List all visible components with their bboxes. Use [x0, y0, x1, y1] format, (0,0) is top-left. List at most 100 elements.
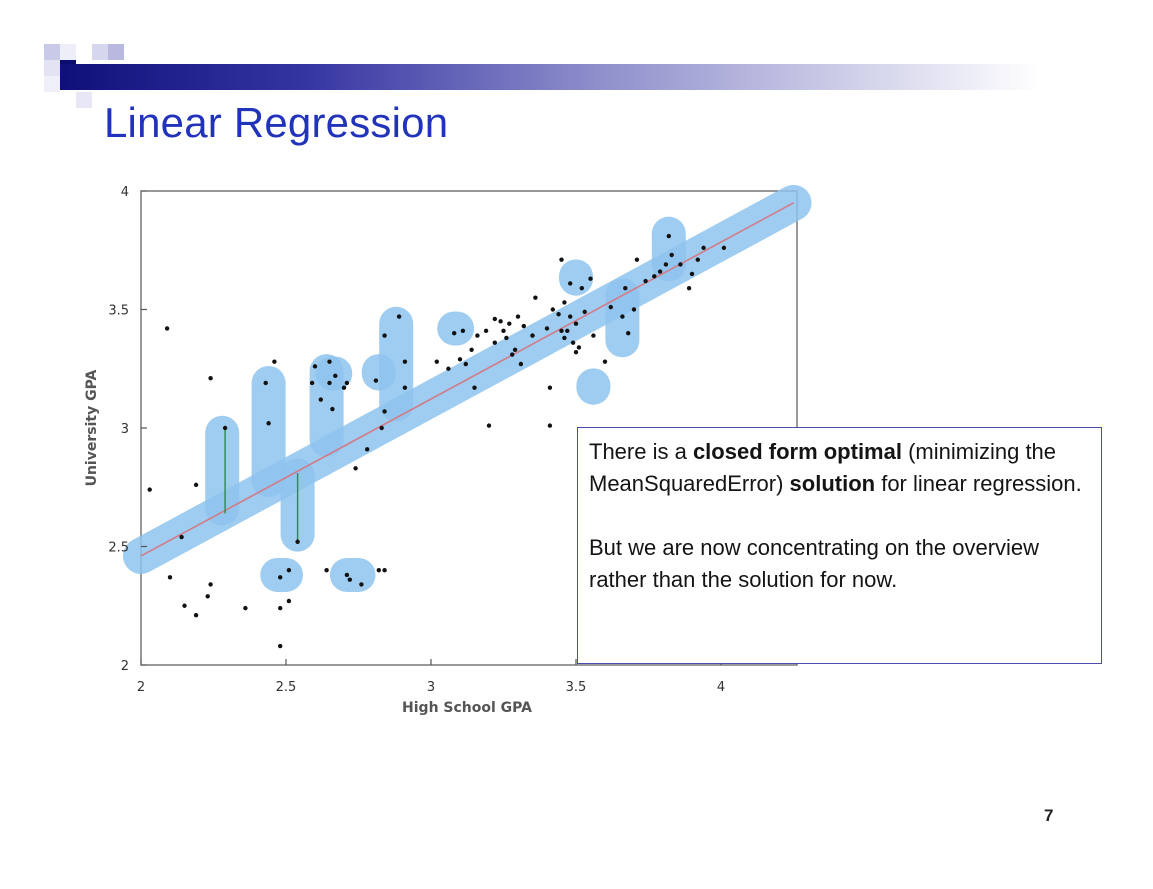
axes: 2 2.5 3 3.5 4 2 2.5 3 3.5 4: [108, 185, 725, 695]
y-tick-label-0: 2: [121, 659, 129, 674]
data-point-47: [452, 331, 457, 336]
data-point-11: [243, 605, 248, 611]
data-point-36: [373, 378, 379, 383]
data-point-10: [222, 425, 228, 431]
data-point-89: [602, 359, 608, 364]
data-point-42: [396, 314, 402, 319]
data-point-25: [327, 359, 332, 364]
note-mid-text: (minimizing the MeanSquaredError): [589, 439, 1057, 496]
data-point-9: [208, 376, 213, 381]
note-bold-phrase: closed form optimal: [692, 439, 902, 464]
data-point-69: [544, 326, 550, 331]
data-point-73: [556, 312, 561, 317]
data-point-63: [512, 347, 518, 352]
data-point-77: [562, 300, 567, 305]
data-point-49: [460, 328, 466, 334]
y-tick-label-1: 2.5: [108, 541, 129, 556]
data-point-23: [318, 397, 323, 402]
data-point-4: [182, 603, 187, 608]
data-point-34: [359, 582, 364, 587]
data-point-71: [547, 423, 553, 428]
data-point-30: [344, 380, 350, 386]
x-tick-label-2: 3: [427, 680, 435, 695]
data-point-92: [623, 285, 628, 291]
data-point-75: [559, 328, 564, 334]
data-point-60: [504, 335, 509, 341]
slide-title: Linear Regression: [104, 99, 449, 146]
header-gradient-bar: [60, 64, 1040, 90]
data-point-91: [620, 314, 625, 319]
data-point-74: [559, 257, 564, 262]
data-point-94: [631, 307, 637, 312]
y-tick-label-4: 4: [121, 185, 129, 200]
data-point-14: [272, 359, 277, 364]
data-point-21: [309, 380, 315, 386]
deco-square-6: [108, 44, 124, 60]
regression-line: [140, 202, 794, 557]
data-point-64: [515, 314, 521, 319]
data-point-86: [582, 309, 587, 315]
data-point-46: [446, 366, 451, 371]
data-point-7: [205, 594, 210, 599]
note-tail-text: for linear regression.: [875, 471, 1082, 496]
x-axis-title: High School GPA: [402, 700, 532, 716]
x-tick-label-4: 4: [717, 680, 725, 695]
note-box: There is a closed form optimal (minimizi…: [577, 427, 1102, 664]
data-point-59: [501, 328, 506, 334]
data-point-87: [588, 276, 593, 281]
deco-square-1: [44, 44, 60, 60]
data-point-102: [678, 262, 683, 267]
data-point-67: [530, 333, 535, 338]
x-tick-label-1: 2.5: [276, 680, 297, 695]
data-point-29: [341, 385, 347, 390]
data-point-24: [324, 568, 329, 573]
data-point-0: [147, 487, 152, 492]
note-lead-text: There is a: [589, 439, 693, 464]
regression-line-group: [140, 202, 794, 557]
data-point-98: [657, 269, 663, 274]
note-paragraph-1: There is a closed form optimal (minimizi…: [589, 436, 1091, 500]
data-point-107: [721, 245, 727, 251]
data-point-93: [626, 331, 631, 336]
data-point-99: [663, 262, 669, 267]
data-point-106: [701, 245, 706, 251]
data-point-32: [347, 577, 352, 582]
deco-square-5: [92, 44, 108, 60]
data-point-54: [483, 328, 489, 334]
note-paragraph-2: But we are now concentrating on the over…: [589, 535, 1040, 592]
data-point-39: [382, 409, 387, 414]
data-point-18: [286, 568, 292, 573]
data-point-104: [689, 271, 695, 277]
data-point-5: [193, 482, 199, 488]
data-point-33: [353, 466, 358, 471]
data-point-79: [568, 281, 573, 286]
data-point-100: [666, 233, 671, 239]
data-point-85: [579, 285, 584, 291]
data-point-95: [634, 257, 640, 262]
residual-lines: [224, 428, 299, 542]
data-point-62: [510, 352, 515, 357]
data-point-22: [312, 364, 318, 369]
data-point-51: [469, 347, 474, 352]
data-point-37: [376, 568, 381, 573]
data-point-84: [576, 345, 582, 350]
data-point-55: [486, 423, 492, 428]
data-point-16: [278, 605, 283, 611]
data-point-58: [498, 319, 503, 324]
deco-square-2: [60, 44, 76, 60]
data-point-70: [547, 385, 553, 390]
y-axis-title: University GPA: [84, 369, 100, 486]
data-point-26: [327, 380, 332, 386]
data-point-61: [507, 321, 512, 326]
data-point-17: [278, 643, 283, 649]
data-point-20: [295, 539, 300, 544]
data-point-48: [457, 357, 463, 362]
y-tick-label-2: 3: [121, 422, 129, 437]
data-point-76: [562, 335, 567, 341]
data-point-81: [570, 340, 576, 345]
data-point-105: [695, 257, 700, 262]
slide-header: Linear Regression: [0, 0, 1153, 150]
data-point-8: [208, 582, 213, 587]
data-point-28: [333, 373, 338, 379]
data-point-15: [278, 575, 283, 580]
